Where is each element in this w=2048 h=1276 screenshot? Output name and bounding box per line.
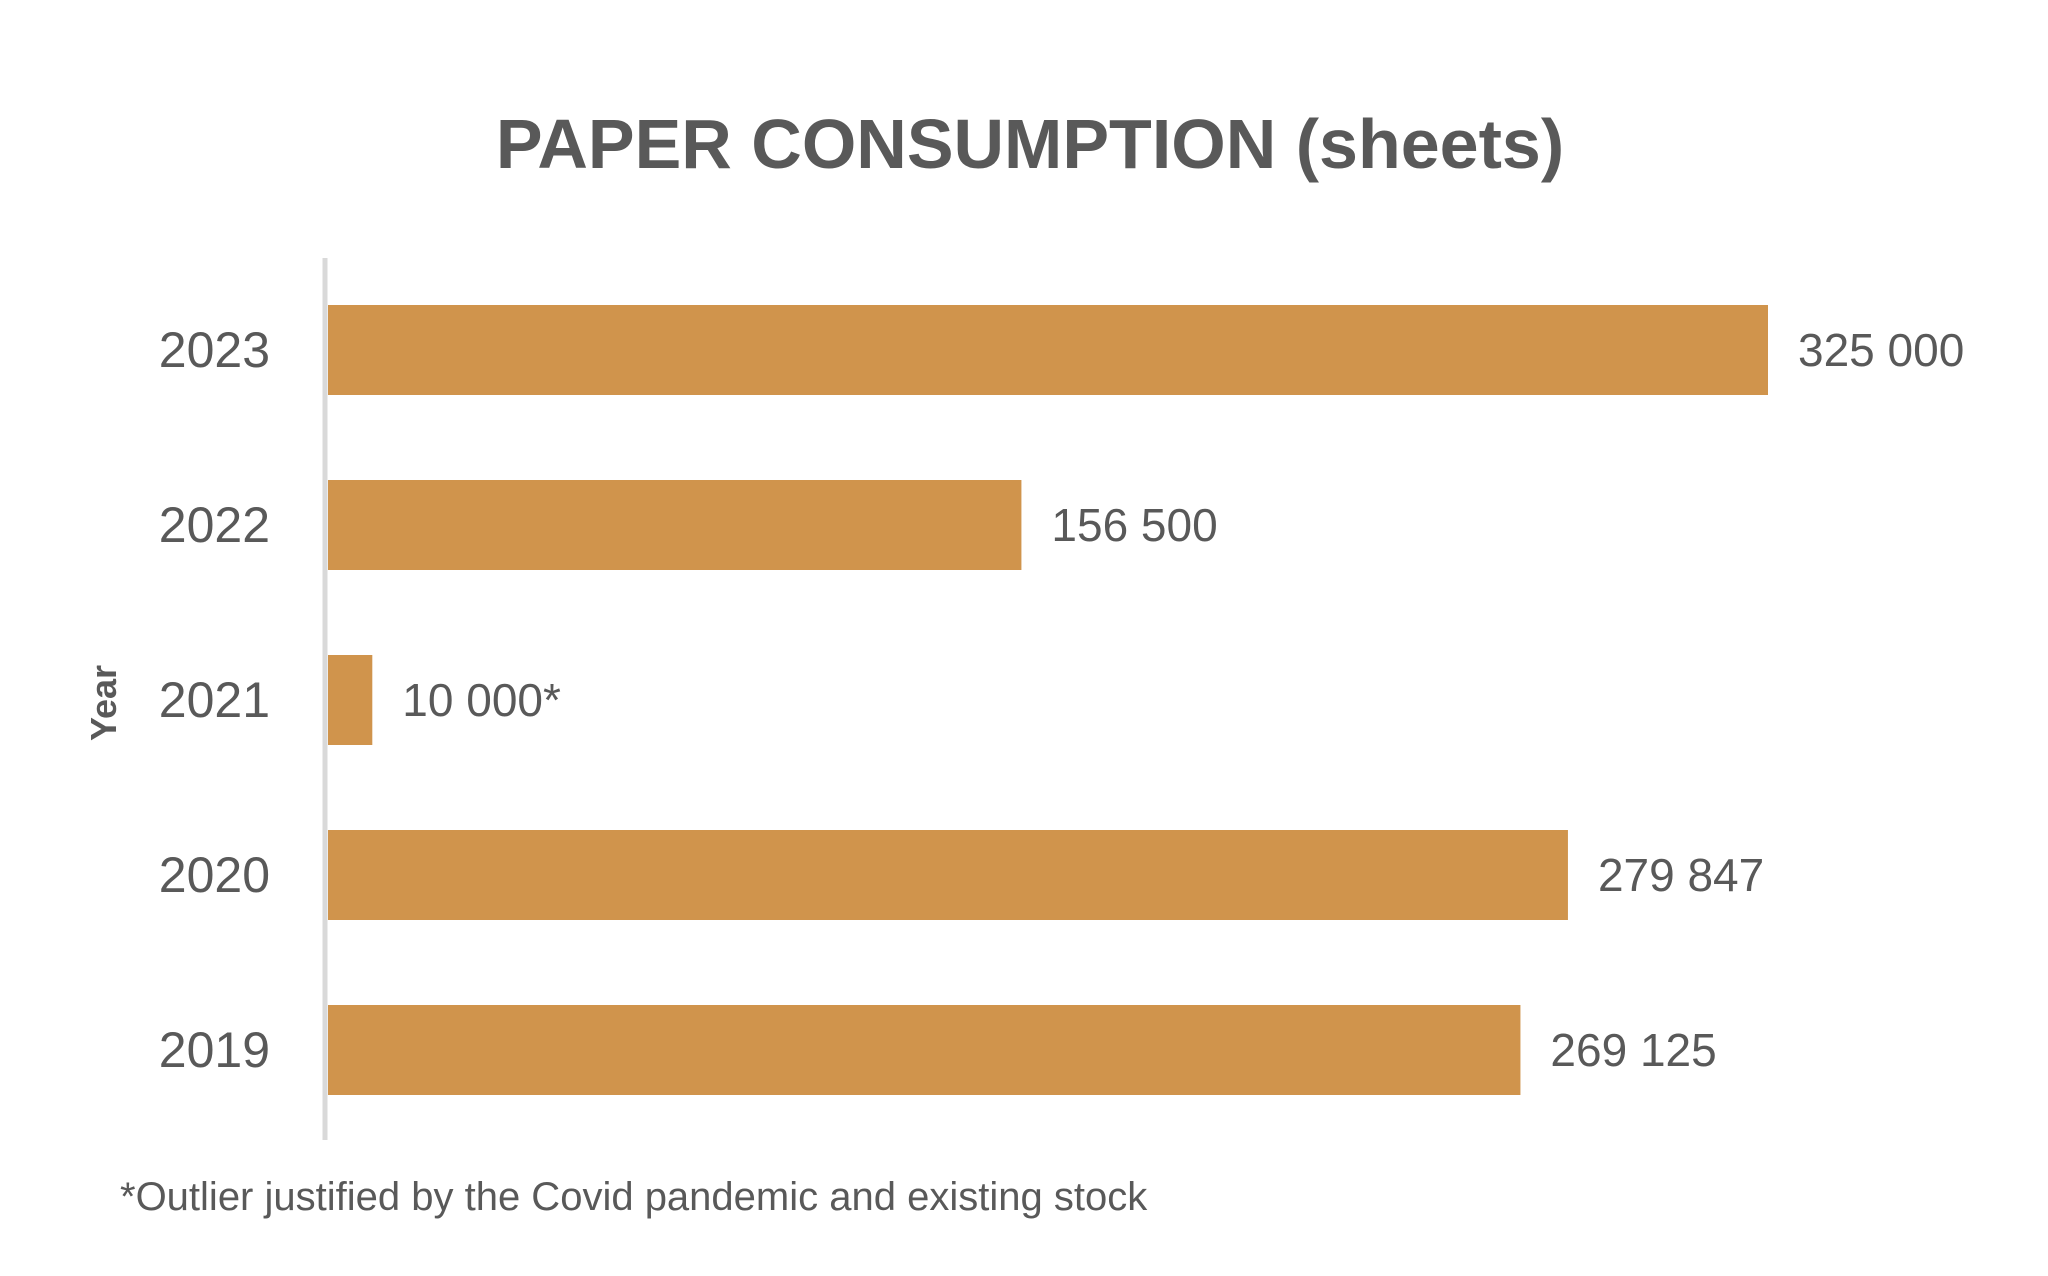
footnote: *Outlier justified by the Covid pandemic… — [120, 1175, 1148, 1219]
data-label-2019: 269 125 — [1550, 1024, 1716, 1076]
chart-title: PAPER CONSUMPTION (sheets) — [496, 105, 1564, 183]
bars-group — [328, 305, 1768, 1095]
bar-2022 — [328, 480, 1022, 570]
bar-2019 — [328, 1005, 1521, 1095]
data-label-2022: 156 500 — [1051, 499, 1217, 551]
bar-2023 — [328, 305, 1768, 395]
category-labels-group: 2023 2022 2021 2020 2019 — [159, 322, 270, 1078]
data-label-2023: 325 000 — [1798, 324, 1964, 376]
category-label-2020: 2020 — [159, 847, 270, 903]
data-labels-group: 325 000 156 500 10 000* 279 847 269 125 — [402, 324, 1964, 1076]
bar-2021 — [328, 655, 373, 745]
category-label-2021: 2021 — [159, 672, 270, 728]
data-label-2020: 279 847 — [1598, 849, 1764, 901]
data-label-2021: 10 000* — [402, 674, 561, 726]
category-label-2019: 2019 — [159, 1022, 270, 1078]
bar-2020 — [328, 830, 1568, 920]
y-axis-title: Year — [83, 665, 124, 741]
category-label-2023: 2023 — [159, 322, 270, 378]
category-label-2022: 2022 — [159, 497, 270, 553]
